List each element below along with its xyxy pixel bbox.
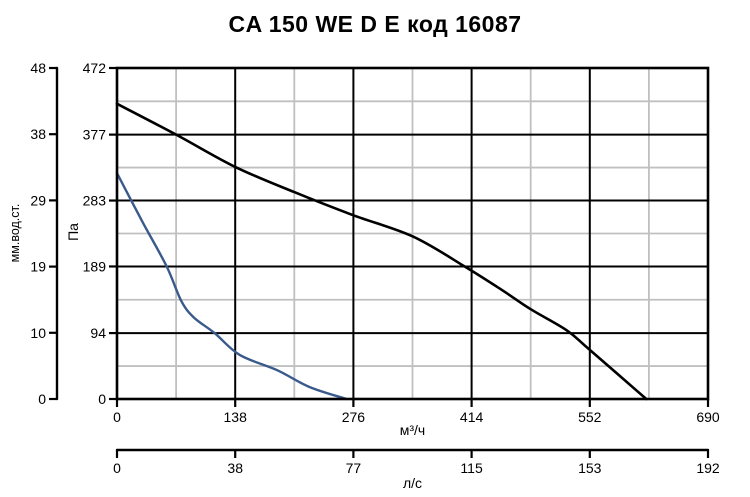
plot-frame-group [115,66,710,401]
pa-tick-label: 377 [83,127,107,143]
m3h-axis: 0 138 276 414 552 690 м³/ч [113,399,720,438]
pa-tick-label: 189 [83,258,107,274]
curves [115,102,648,401]
pa-axis: 0 94 189 283 377 472 Па [65,60,117,407]
secondary-pressure-curve [115,172,348,401]
pa-tick-label: 94 [90,325,106,341]
pa-tick-label: 0 [98,391,106,407]
ls-tick-label: 0 [113,460,121,476]
ls-axis: 0 38 77 115 153 192 л/с [113,448,720,491]
m3h-tick-label: 690 [696,409,720,425]
mm-tick-label: 48 [30,60,46,76]
m3h-axis-label: м³/ч [400,422,425,438]
ls-axis-label: л/с [403,475,422,491]
mm-tick-label: 38 [30,126,46,142]
m3h-tick-label: 0 [113,409,121,425]
m3h-tick-label: 552 [578,409,602,425]
m3h-tick-label: 138 [224,409,248,425]
m3h-tick-label: 276 [342,409,366,425]
chart-title: CA 150 WE D E код 16087 [228,11,522,37]
ls-tick-label: 115 [460,460,483,476]
mm-axis-label: мм.вод.ст. [8,204,22,263]
pa-axis-label: Па [65,223,81,241]
pa-tick-label: 283 [83,193,107,209]
mm-tick-label: 0 [38,391,46,407]
main-pressure-curve [115,102,648,401]
mm-tick-label: 10 [30,325,46,341]
ls-tick-label: 192 [696,460,720,476]
ls-tick-label: 38 [227,460,243,476]
pa-tick-label: 472 [83,60,107,76]
m3h-tick-label: 414 [460,409,484,425]
mm-axis: 0 10 19 29 38 48 мм.вод.ст. [8,60,59,407]
minor-gridlines [117,68,708,399]
ls-tick-label: 153 [578,460,602,476]
ls-tick-label: 77 [346,460,362,476]
mm-tick-label: 29 [30,192,46,208]
plot-frame [115,66,710,401]
major-gridlines [117,68,708,399]
mm-tick-label: 19 [30,259,46,275]
